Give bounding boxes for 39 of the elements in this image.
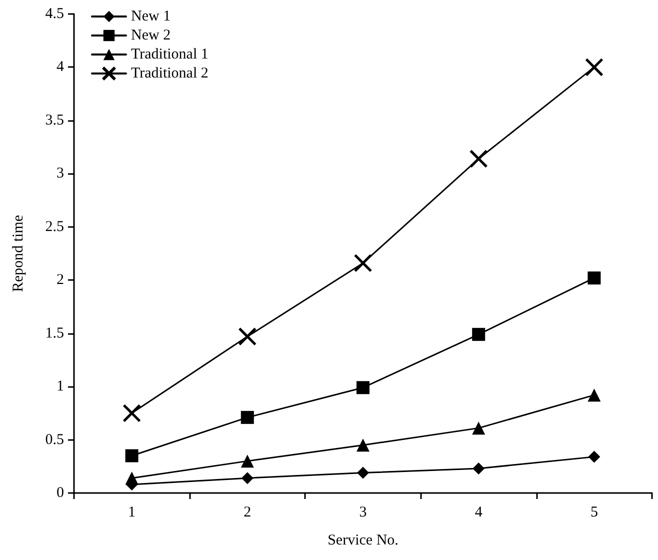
point bbox=[238, 328, 256, 346]
point bbox=[123, 404, 140, 422]
point bbox=[240, 410, 254, 424]
point bbox=[588, 271, 601, 284]
point bbox=[586, 58, 603, 76]
legend-label: Traditional 2 bbox=[131, 66, 208, 82]
y-axis-title: Repond time bbox=[10, 214, 26, 292]
y-tick-label: 4.5 bbox=[45, 6, 64, 22]
y-tick-label: 2 bbox=[56, 272, 64, 288]
x-tick-label: 1 bbox=[128, 504, 136, 520]
point bbox=[356, 381, 370, 394]
point bbox=[470, 150, 488, 168]
y-tick-label: 3 bbox=[56, 166, 64, 182]
point bbox=[588, 450, 600, 463]
point bbox=[240, 454, 254, 468]
y-tick-label: 0.5 bbox=[45, 432, 64, 448]
y-tick-label: 4 bbox=[56, 59, 64, 76]
point bbox=[241, 472, 254, 484]
point bbox=[357, 466, 369, 479]
y-tick-label: 3.5 bbox=[45, 112, 64, 128]
legend-label: New 1 bbox=[131, 8, 171, 24]
y-tick-label: 2.5 bbox=[45, 218, 64, 235]
x-tick-label: 3 bbox=[359, 504, 367, 520]
y-tick-label: 1.5 bbox=[45, 325, 64, 342]
y-tick-label: 0 bbox=[56, 485, 64, 501]
point bbox=[472, 328, 486, 341]
x-axis-title: Service No. bbox=[328, 532, 398, 548]
point bbox=[472, 462, 485, 475]
legend-label: New 2 bbox=[131, 28, 171, 44]
x-tick-label: 2 bbox=[244, 504, 252, 520]
point bbox=[472, 422, 486, 435]
y-tick-label: 1 bbox=[56, 378, 64, 395]
x-tick-label: 5 bbox=[590, 504, 598, 520]
point bbox=[125, 449, 138, 462]
point bbox=[356, 438, 370, 452]
legend-label: Traditional 1 bbox=[131, 46, 208, 62]
point bbox=[588, 388, 601, 402]
point bbox=[354, 254, 372, 272]
x-tick-label: 4 bbox=[474, 504, 483, 520]
